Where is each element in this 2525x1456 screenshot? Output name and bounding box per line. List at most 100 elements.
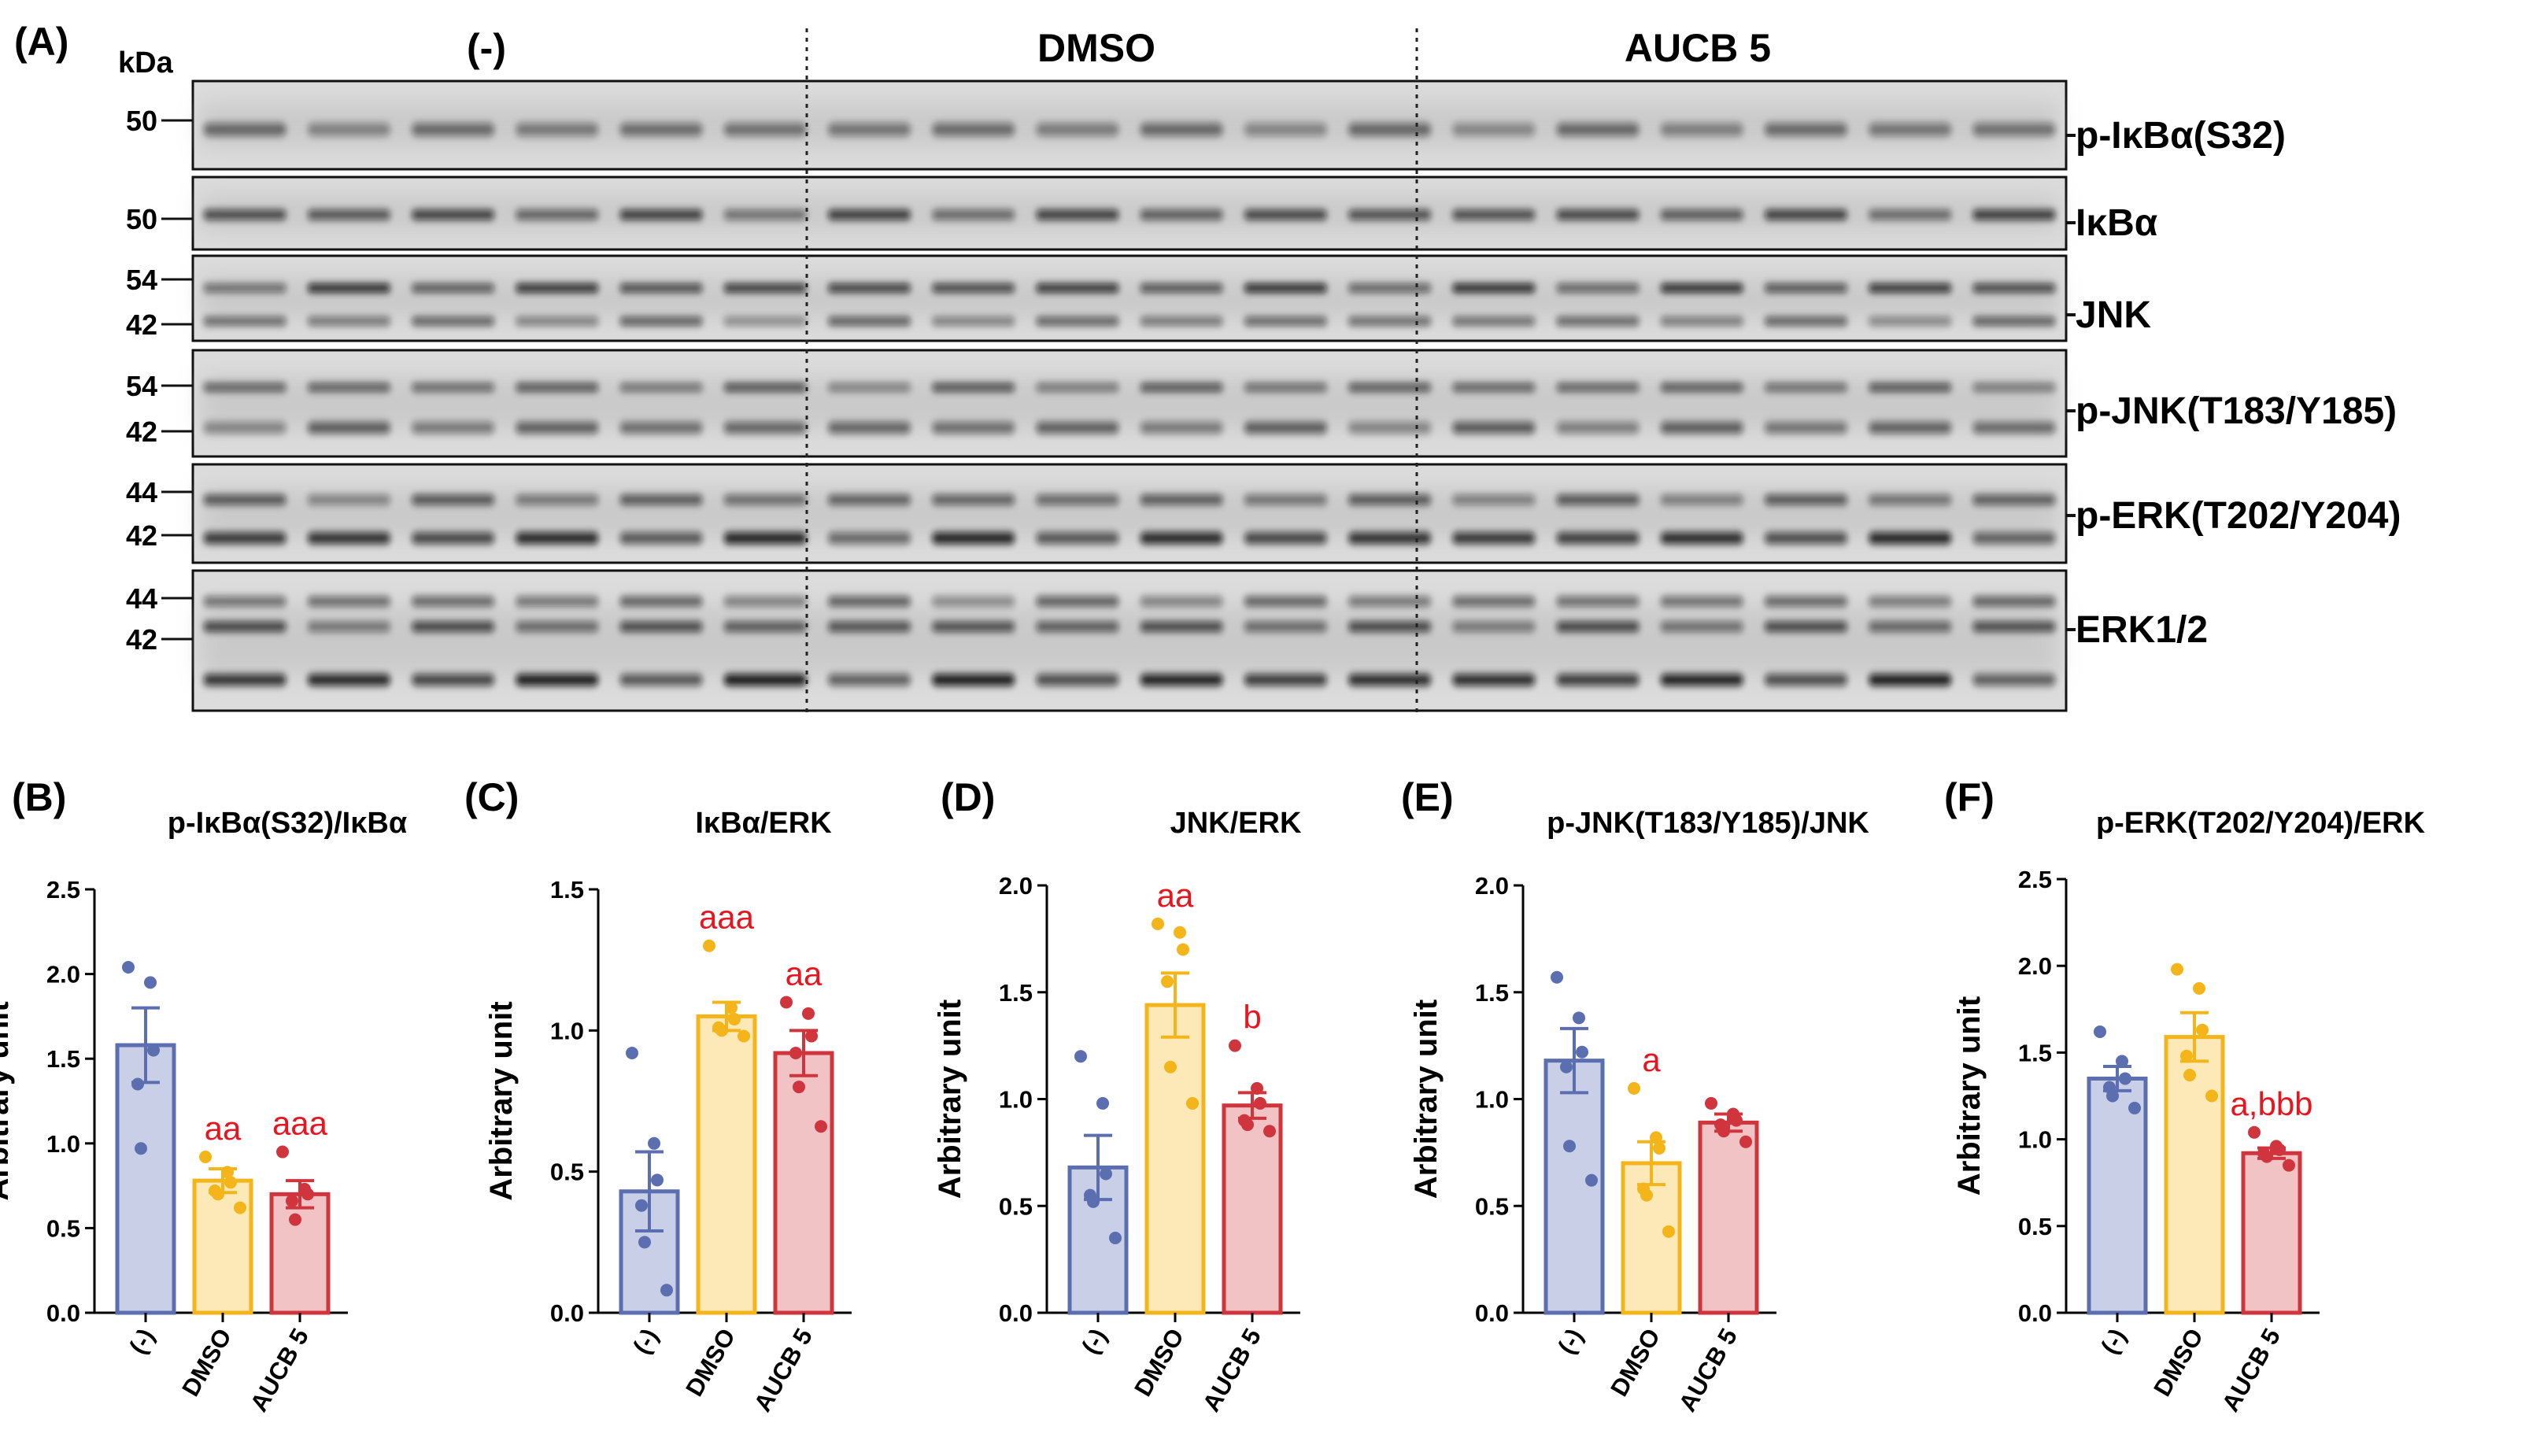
data-point <box>221 1166 234 1179</box>
y-tick-label: 1.5 <box>2018 1039 2052 1066</box>
blot-band <box>1140 674 1223 686</box>
x-tick-label: AUCB 5 <box>1673 1324 1743 1416</box>
chart-title: p-IκBα(S32)/IκBα <box>168 807 407 840</box>
x-tick-label: (-) <box>627 1324 664 1358</box>
y-tick-label: 0.0 <box>999 1299 1033 1327</box>
blot-band <box>1244 123 1328 136</box>
blot-band <box>203 422 287 434</box>
panel-label: (E) <box>1401 775 1454 819</box>
blot-band <box>1036 422 1119 434</box>
data-point <box>122 960 135 974</box>
data-point <box>135 1142 147 1155</box>
blot-band <box>1140 495 1223 504</box>
blot-band <box>1660 284 1744 293</box>
y-tick-label: 1.5 <box>999 979 1033 1007</box>
blot-band <box>1556 495 1640 504</box>
blot-band <box>1556 209 1640 220</box>
blot-band <box>619 532 703 544</box>
blot-band <box>1036 674 1119 686</box>
blot-haze <box>201 103 2058 147</box>
panel-a-label: (A) <box>14 20 68 64</box>
y-axis-label: Arbitrary unit <box>1952 996 1987 1195</box>
y-tick-label: 2.5 <box>46 876 80 904</box>
data-point <box>1717 1125 1730 1138</box>
data-point <box>131 1077 144 1091</box>
blot-band <box>1140 383 1223 392</box>
y-tick-label: 1.0 <box>550 1017 584 1044</box>
blot-band <box>411 284 495 293</box>
significance-label: aaa <box>699 899 755 936</box>
kda-label: kDa <box>118 46 174 79</box>
y-tick-label: 1.0 <box>2018 1126 2052 1154</box>
blot-band <box>1140 317 1223 326</box>
data-point <box>212 1188 224 1201</box>
blot-band <box>1972 532 2056 544</box>
blot-band <box>1972 209 2056 220</box>
data-point <box>780 996 793 1009</box>
blot-band <box>723 532 808 544</box>
blot-band <box>931 383 1015 392</box>
group-label-dmso: DMSO <box>1037 26 1155 70</box>
blot-band <box>723 597 808 607</box>
blot-band <box>1972 597 2056 607</box>
y-tick-label: 0.0 <box>46 1299 80 1327</box>
blot-band <box>307 123 391 136</box>
blot-band <box>515 674 599 686</box>
y-tick-label: 1.5 <box>550 876 584 904</box>
chart-panel: (E) p-JNK(T183/Y185)/JNK Arbitrary unit 0.0… <box>1401 775 1869 1416</box>
y-tick-label: 1.5 <box>46 1045 80 1073</box>
blot-band <box>1660 317 1744 326</box>
x-tick-label: DMSO <box>680 1324 741 1401</box>
blot-band <box>1348 209 1432 220</box>
blot-strip: 54 42 JNK <box>126 254 2151 342</box>
panel-label: (C) <box>464 775 519 819</box>
blot-band <box>723 622 808 632</box>
blot-band <box>827 422 911 434</box>
x-tick-label: AUCB 5 <box>2216 1324 2286 1416</box>
significance-label: b <box>1243 999 1261 1036</box>
data-point <box>1241 1118 1254 1132</box>
blot-band <box>619 495 703 504</box>
data-point <box>793 1081 805 1094</box>
significance-label: a,bbb <box>2230 1085 2312 1122</box>
y-tick-label: 1.0 <box>46 1130 80 1158</box>
blot-band <box>1660 597 1744 607</box>
blot-band <box>515 284 599 293</box>
blot-band <box>723 495 808 504</box>
blot-band <box>619 674 703 686</box>
blot-band <box>723 317 808 326</box>
data-point <box>1161 975 1174 989</box>
blot-band <box>1660 674 1744 686</box>
blot-band <box>1348 123 1432 136</box>
bar <box>773 1051 834 1315</box>
blot-band <box>1868 209 1952 220</box>
blot-band <box>1140 123 1223 136</box>
blot-band <box>1140 622 1223 632</box>
blot-band <box>827 317 911 326</box>
blot-band <box>1451 209 1536 220</box>
blot-band <box>515 422 599 434</box>
kda-marker: 42 <box>126 519 157 552</box>
data-point <box>144 976 157 989</box>
data-point <box>1739 1135 1752 1148</box>
bar <box>2164 1035 2225 1315</box>
blot-band <box>1451 597 1536 607</box>
blot-band <box>931 622 1015 632</box>
blot-band <box>931 422 1015 434</box>
chart-panel: (C) IκBα/ERK Arbitrary unit 0.0 0.5 1.0 1.5 (-)… <box>464 775 852 1416</box>
blot-band <box>1868 284 1952 293</box>
blot-band <box>1244 209 1328 220</box>
data-point <box>289 1213 301 1226</box>
blot-band <box>307 209 391 220</box>
data-point <box>1640 1188 1653 1202</box>
blot-band <box>1556 674 1640 686</box>
x-tick-label: DMSO <box>1605 1324 1665 1401</box>
chart-title: JNK/ERK <box>1170 807 1302 840</box>
bar-charts: (B) p-IκBα(S32)/IκBα Arbitrary unit 0.0 0.5 1… <box>0 775 2426 1416</box>
blot-band <box>1244 383 1328 392</box>
y-tick-label: 0.5 <box>2018 1213 2052 1240</box>
data-point <box>1551 970 1563 984</box>
blot-band <box>1556 597 1640 607</box>
blot-band <box>931 495 1015 504</box>
